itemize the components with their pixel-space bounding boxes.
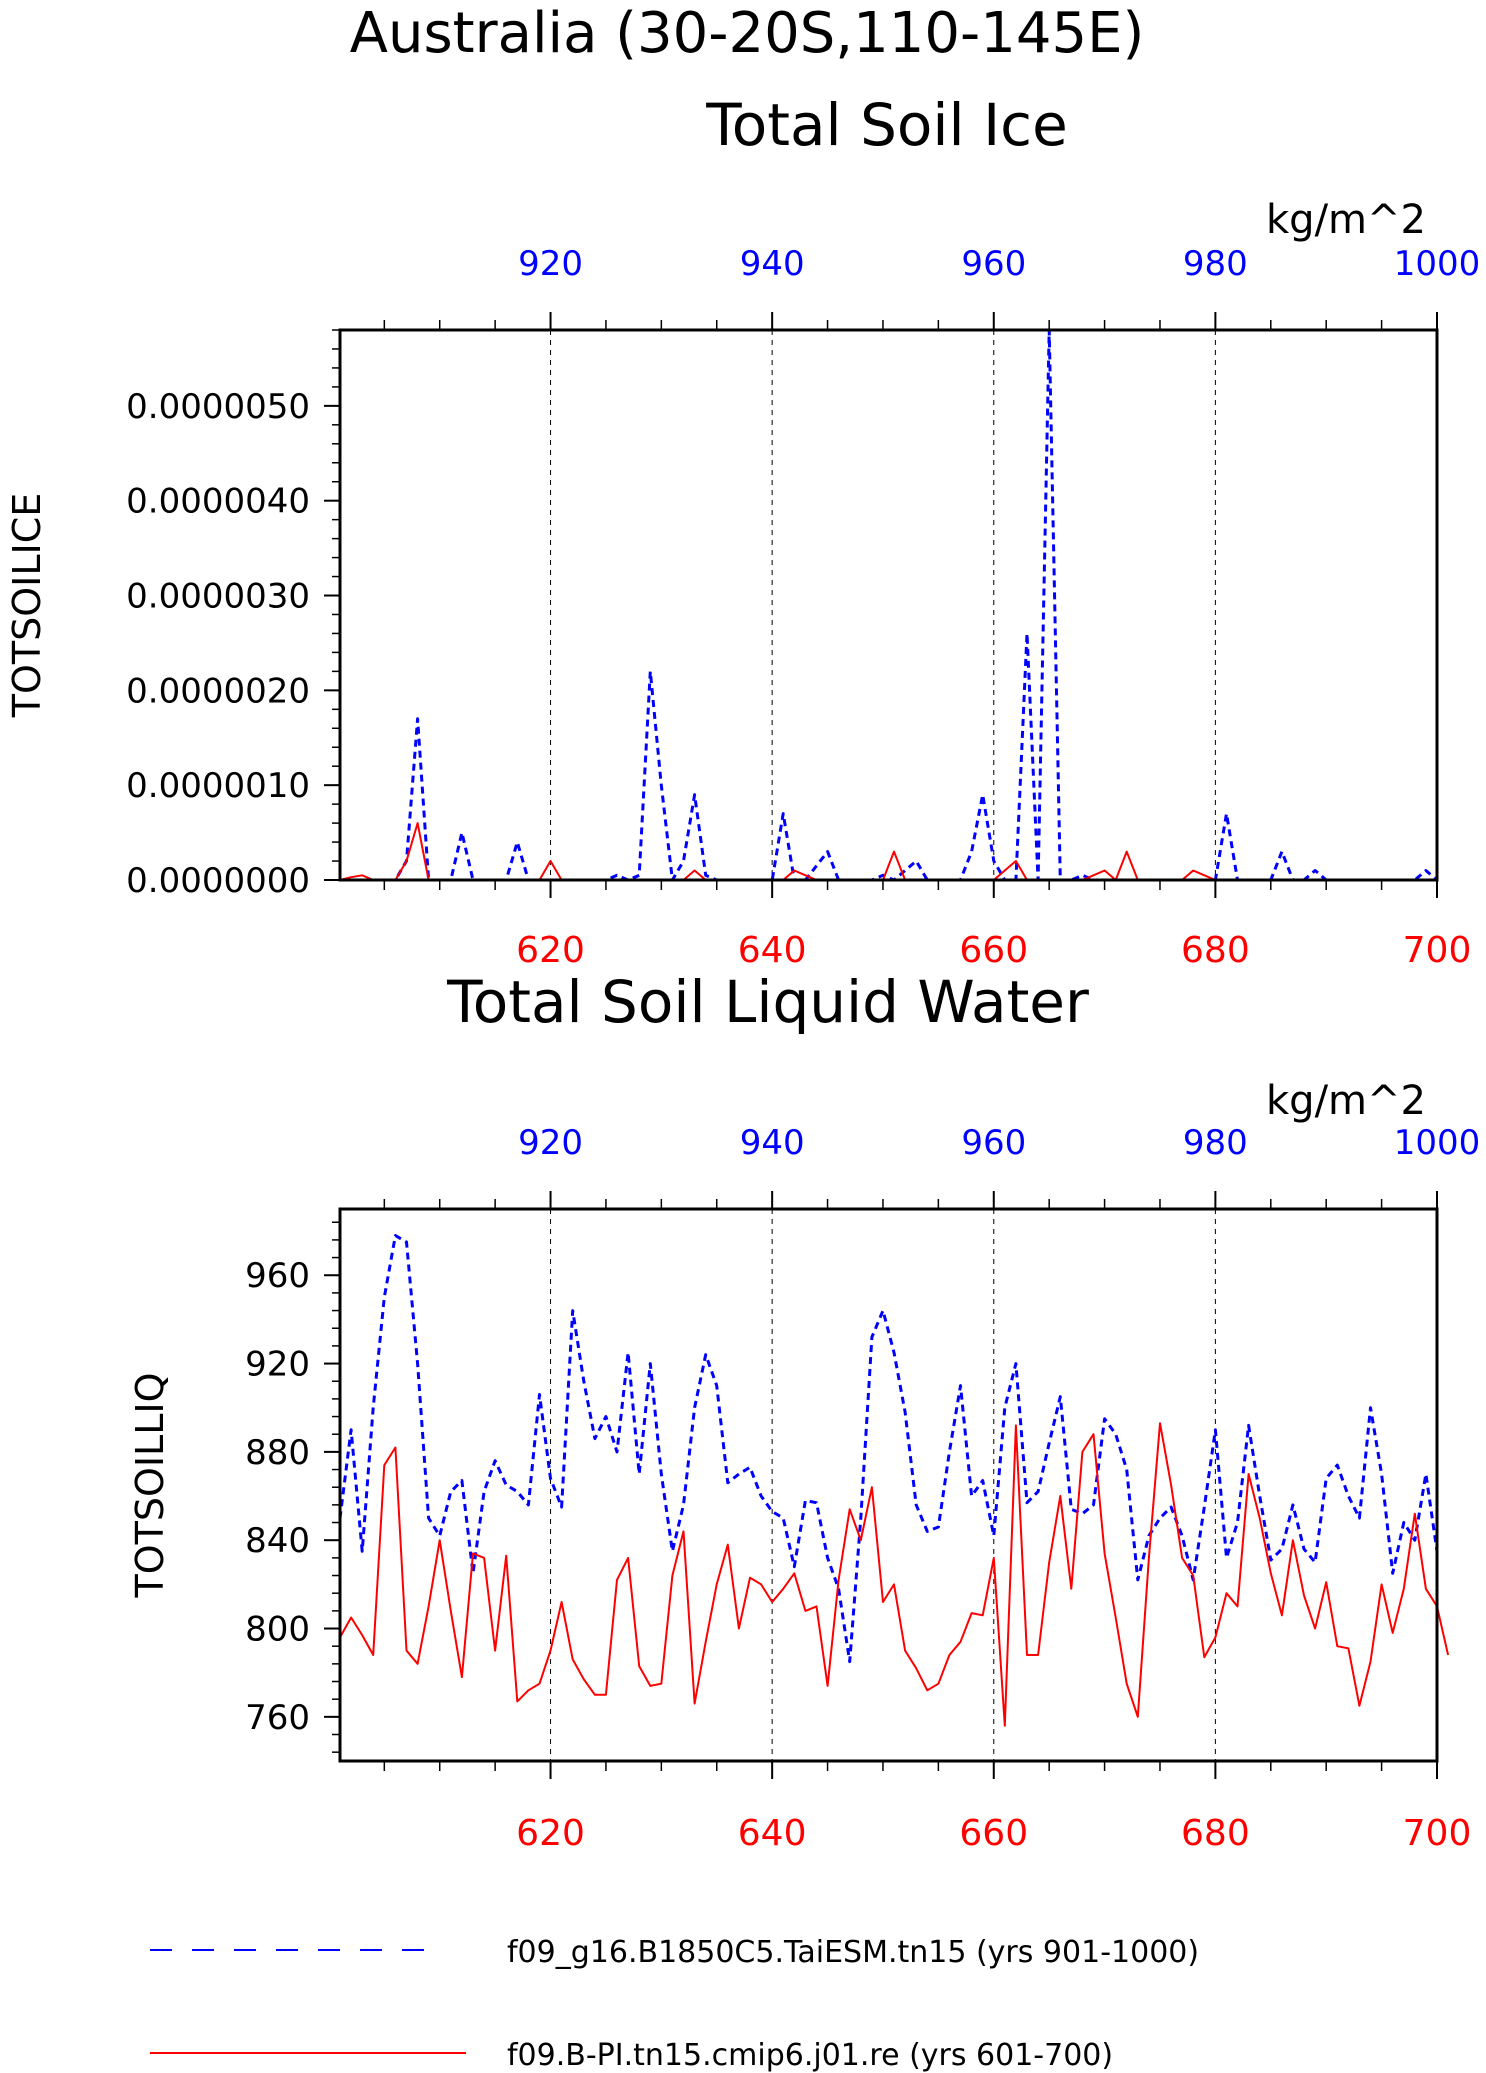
x-top-tick-label: 920 xyxy=(518,244,583,284)
y-tick-label: 0.0000010 xyxy=(126,766,310,806)
x-bottom-tick-label: 700 xyxy=(1403,930,1472,971)
y-tick-label: 960 xyxy=(245,1256,310,1296)
legend: f09_g16.B1850C5.TaiESM.tn15 (yrs 901-100… xyxy=(150,1935,1199,2073)
x-top-tick-label: 960 xyxy=(961,244,1026,284)
x-bottom-tick-label: 620 xyxy=(516,930,585,971)
series-line-ctrl xyxy=(340,328,1438,882)
series-line-ctrl xyxy=(338,1234,1439,1664)
x-bottom-tick-label: 640 xyxy=(738,1813,807,1854)
x-top-tick-label: 980 xyxy=(1183,1123,1248,1163)
plot-frame xyxy=(338,1207,1439,1763)
x-bottom-tick-label: 660 xyxy=(959,930,1028,971)
y-tick-label: 800 xyxy=(245,1610,310,1650)
chart-title: Total Soil Ice xyxy=(705,91,1068,159)
figure-title: Australia (30-20S,110-145E) xyxy=(350,1,1145,66)
x-bottom-tick-label: 680 xyxy=(1181,930,1250,971)
plot-frame xyxy=(338,328,1439,882)
x-bottom-tick-label: 660 xyxy=(959,1813,1028,1854)
y-tick-label: 880 xyxy=(245,1433,310,1473)
x-bottom-tick-label: 620 xyxy=(516,1813,585,1854)
y-axis-label: TOTSOILLIQ xyxy=(128,1372,172,1598)
y-tick-label: 0.0000030 xyxy=(126,577,310,617)
panel-total-soil-liquid-water: Total Soil Liquid Water kg/m^2 920 940 960 98… xyxy=(128,968,1480,1854)
x-bottom-tick-label: 640 xyxy=(738,930,807,971)
chart-title: Total Soil Liquid Water xyxy=(446,968,1089,1036)
x-top-tick-label: 940 xyxy=(740,1123,805,1163)
units-label: kg/m^2 xyxy=(1266,1078,1426,1124)
y-tick-label: 0.0000050 xyxy=(126,387,310,427)
y-tick-label: 760 xyxy=(245,1698,310,1738)
y-tick-label: 840 xyxy=(245,1521,310,1561)
x-top-tick-label: 980 xyxy=(1183,244,1248,284)
series-line-exp xyxy=(339,1422,1450,1727)
x-top-tick-label: 920 xyxy=(518,1123,583,1163)
units-label: kg/m^2 xyxy=(1266,197,1426,243)
y-tick-label: 0.0000020 xyxy=(126,671,310,711)
x-bottom-tick-label: 700 xyxy=(1403,1813,1472,1854)
legend-label-exp: f09.B-PI.tn15.cmip6.j01.re (yrs 601-700) xyxy=(507,2038,1113,2073)
x-top-tick-label: 1000 xyxy=(1394,244,1481,284)
x-top-tick-label: 960 xyxy=(961,1123,1026,1163)
series-line-exp xyxy=(339,822,1437,881)
legend-label-ctrl: f09_g16.B1850C5.TaiESM.tn15 (yrs 901-100… xyxy=(507,1935,1199,1970)
panel-total-soil-ice: Total Soil Ice kg/m^2 920 940 960 980 1000 620 6… xyxy=(5,91,1480,971)
y-tick-label: 0.0000000 xyxy=(126,861,310,901)
y-tick-label: 920 xyxy=(245,1345,310,1385)
x-top-tick-label: 1000 xyxy=(1394,1123,1481,1163)
y-tick-label: 0.0000040 xyxy=(126,482,310,522)
x-top-tick-label: 940 xyxy=(740,244,805,284)
y-axis-label: TOTSOILICE xyxy=(5,493,49,719)
x-bottom-tick-label: 680 xyxy=(1181,1813,1250,1854)
